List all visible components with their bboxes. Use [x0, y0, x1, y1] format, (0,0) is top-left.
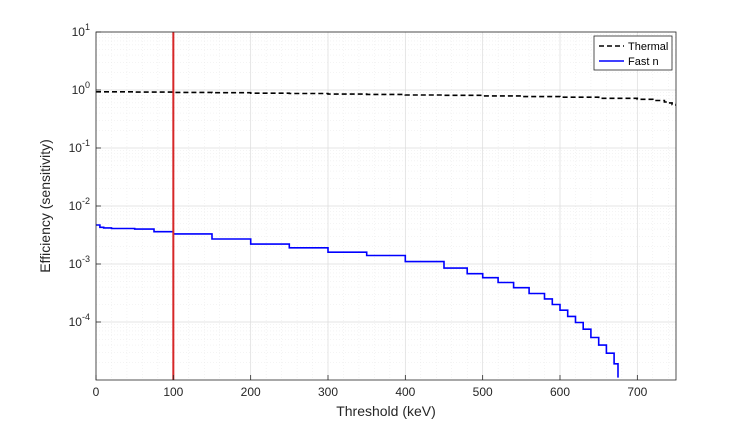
- legend-label-thermal: Thermal: [628, 41, 668, 53]
- legend-box: [593, 35, 673, 71]
- x-tick-label: 300: [318, 385, 338, 399]
- y-tick-labels: 10-4 10-3 10-2 10-1 100 101: [69, 22, 90, 329]
- y-tick-label: 101: [72, 22, 90, 39]
- y-tick-label: 10-4: [69, 312, 90, 329]
- y-tick-label: 10-1: [69, 138, 90, 155]
- y-tick-label: 10-2: [69, 196, 90, 213]
- x-tick-label: 600: [550, 385, 570, 399]
- x-tick-label: 200: [241, 385, 261, 399]
- x-axis-title: Threshold (keV): [336, 403, 436, 419]
- x-tick-label: 500: [473, 385, 493, 399]
- x-tick-label: 0: [93, 385, 100, 399]
- y-tick-label: 10-3: [69, 254, 90, 271]
- y-axis-title: Efficiency (sensitivity): [37, 139, 53, 273]
- x-tick-label: 700: [627, 385, 647, 399]
- legend: Thermal Fast n: [593, 35, 673, 71]
- x-tick-label: 100: [163, 385, 183, 399]
- x-tick-label: 400: [395, 385, 415, 399]
- series-line-thermal: [96, 91, 676, 106]
- series-line-fast-n: [96, 224, 619, 378]
- x-tick-labels: 0 100 200 300 400 500 600 700: [93, 385, 648, 399]
- legend-label-fast-n: Fast n: [628, 56, 659, 68]
- y-tick-label: 100: [72, 80, 90, 97]
- series-layer: [96, 91, 676, 378]
- axis-ticks: [95, 31, 638, 380]
